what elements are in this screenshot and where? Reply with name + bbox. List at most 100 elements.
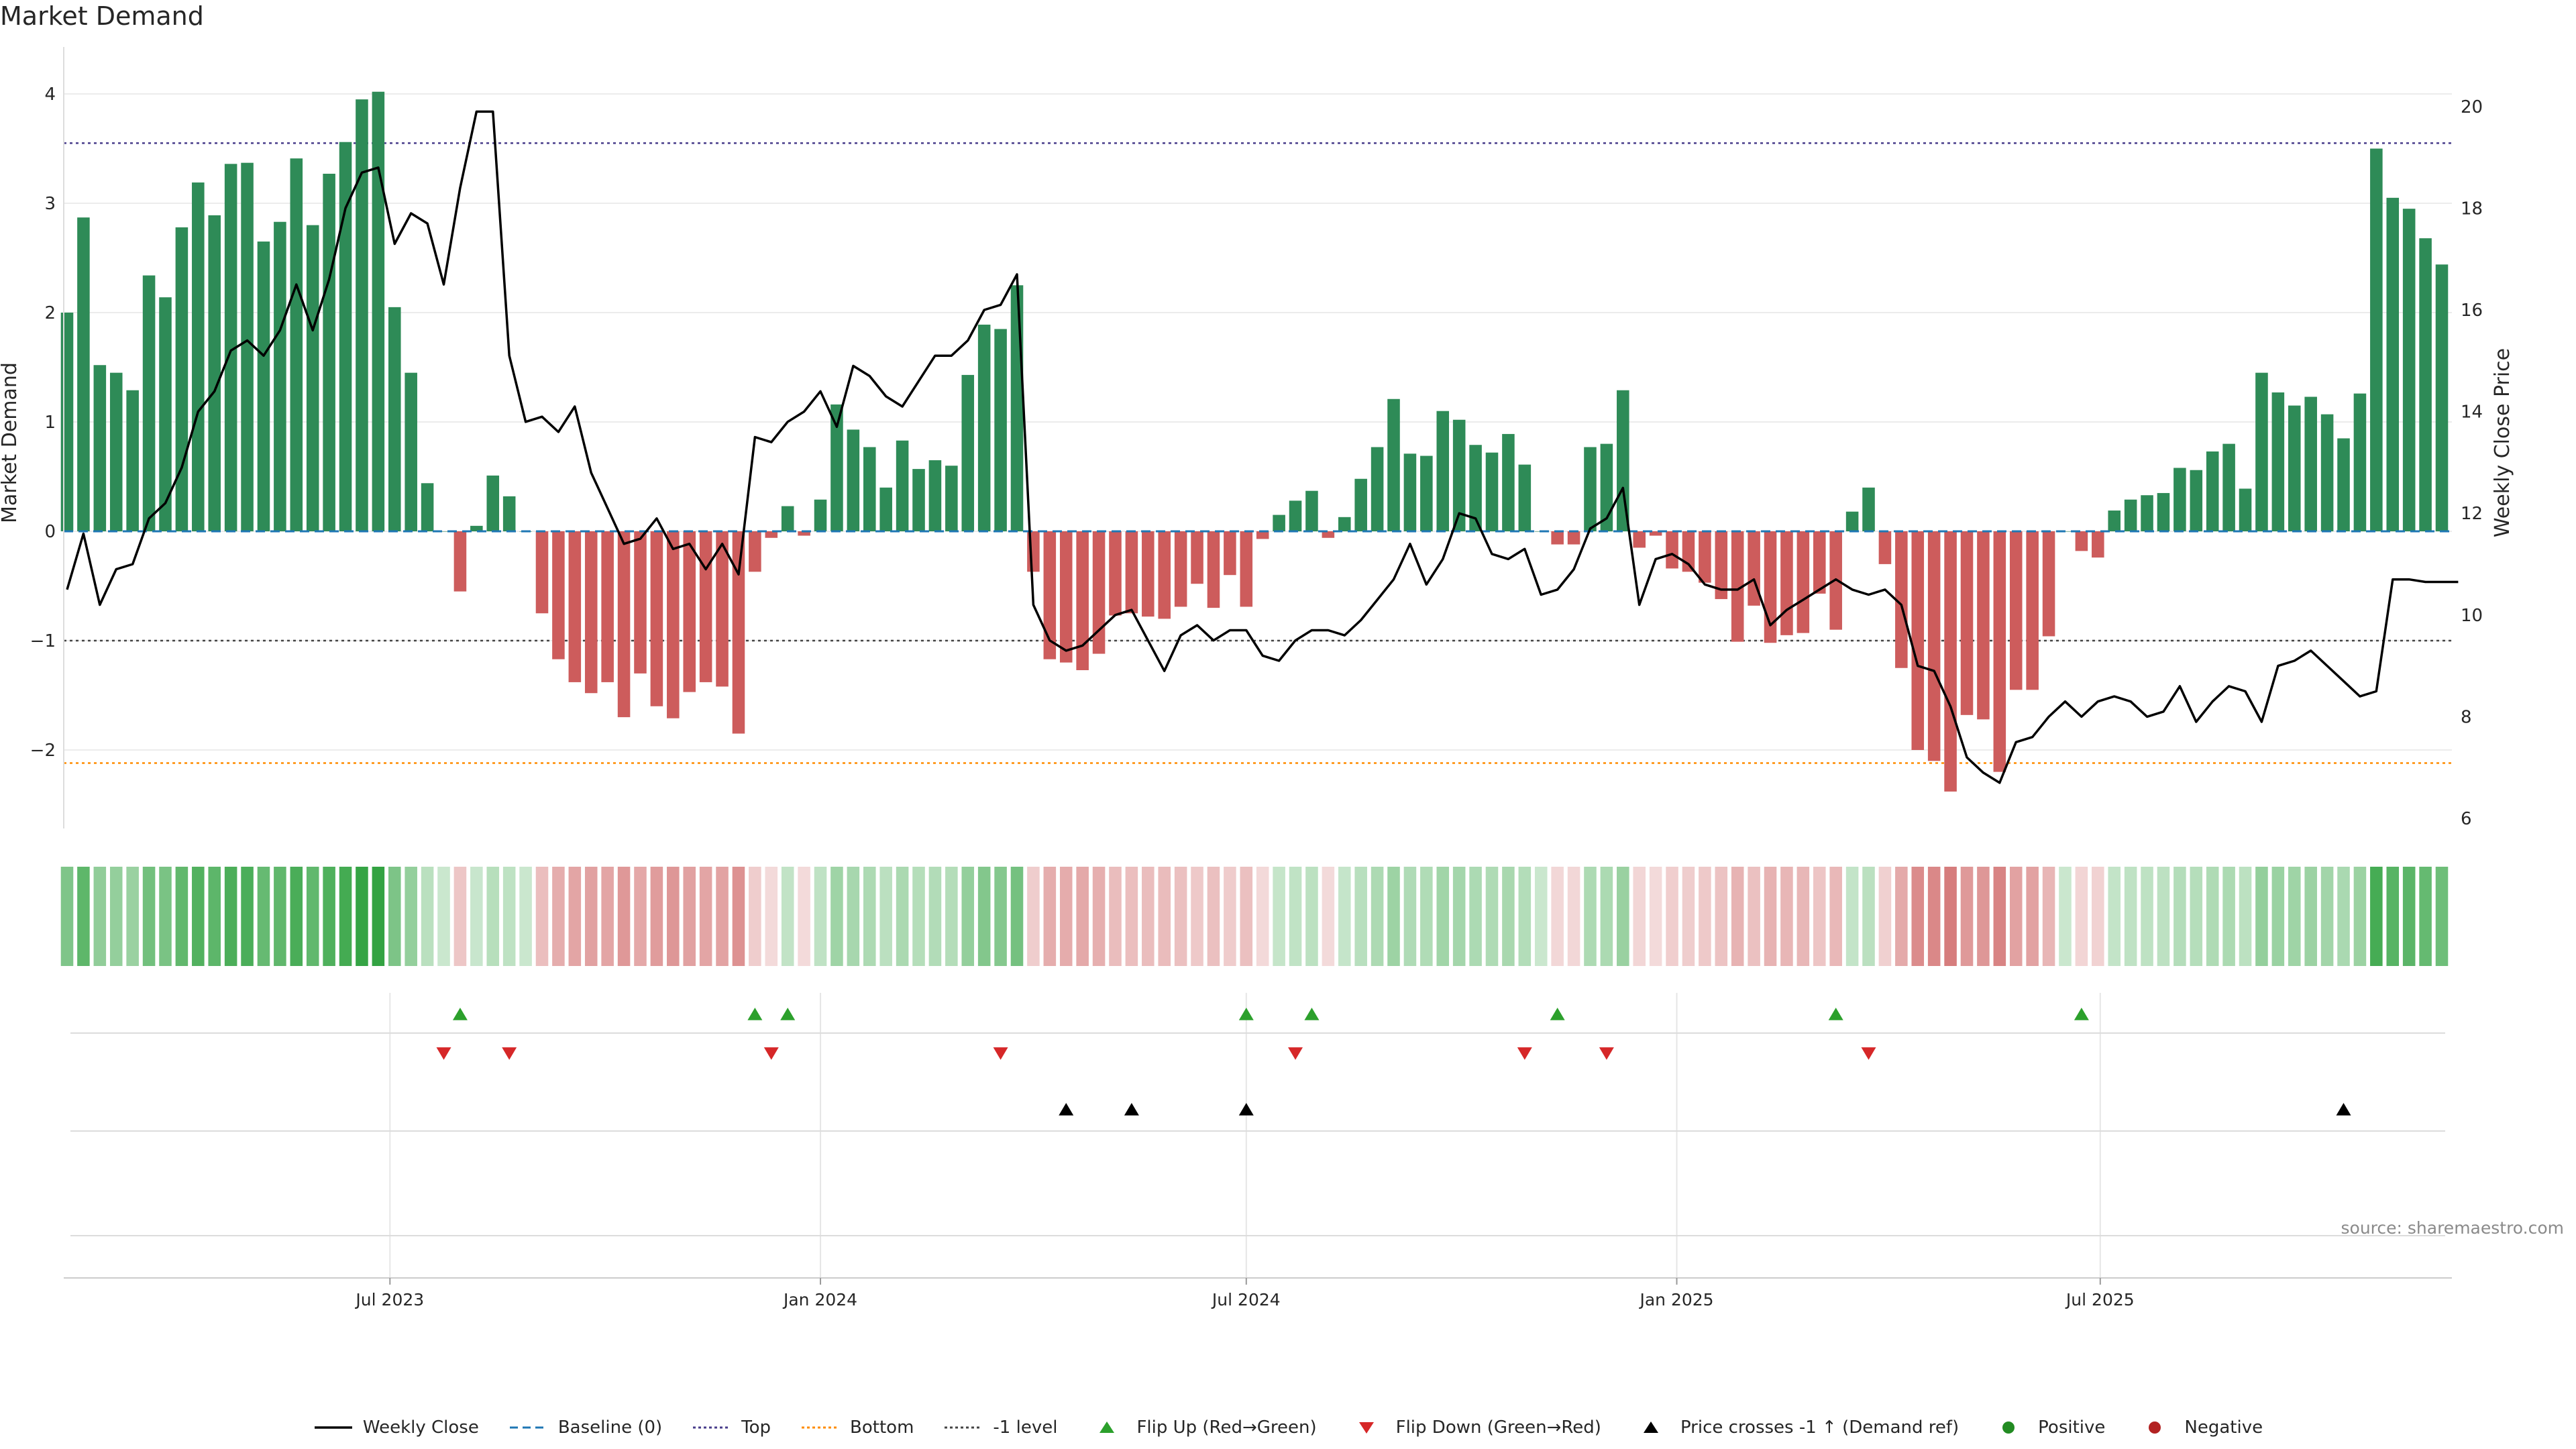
heat-cell bbox=[1207, 867, 1220, 966]
heat-cell bbox=[1322, 867, 1335, 966]
heat-cell bbox=[1338, 867, 1351, 966]
heat-cell bbox=[568, 867, 582, 966]
demand-bar bbox=[1780, 531, 1793, 635]
demand-bar bbox=[994, 329, 1007, 531]
demand-bar bbox=[1436, 411, 1450, 531]
heat-cell bbox=[1649, 867, 1662, 966]
y2-axis-label: Weekly Close Price bbox=[2491, 348, 2514, 537]
heat-cell bbox=[928, 867, 942, 966]
heat-cell bbox=[667, 867, 680, 966]
demand-bar bbox=[1895, 531, 1908, 668]
demand-bar bbox=[1273, 515, 1285, 531]
heat-cell bbox=[552, 867, 565, 966]
flip-down-marker bbox=[993, 1047, 1008, 1060]
demand-bar bbox=[1403, 453, 1417, 531]
heat-cell bbox=[1256, 867, 1269, 966]
demand-bar bbox=[683, 531, 696, 692]
demand-bar bbox=[2124, 499, 2137, 531]
heat-cell bbox=[2059, 867, 2072, 966]
legend-item: -1 level bbox=[943, 1417, 1057, 1438]
heat-cell bbox=[453, 867, 467, 966]
x-axis: Jul 2023 Jan 2024 Jul 2024 Jan 2025 Jul 2025 bbox=[64, 1277, 2452, 1309]
demand-bar bbox=[2239, 488, 2252, 531]
x-tick-label: Jul 2024 bbox=[1211, 1290, 1281, 1309]
demand-bar bbox=[2337, 438, 2350, 531]
reference-lines bbox=[64, 142, 2452, 764]
heat-cell bbox=[1059, 867, 1073, 966]
heat-cell bbox=[306, 867, 319, 966]
heat-cell bbox=[1993, 867, 2006, 966]
chart-title: Market Demand bbox=[0, 1, 204, 31]
right-axis: 6 8 10 12 14 16 18 20 bbox=[2461, 97, 2483, 829]
heat-cell bbox=[1666, 867, 1678, 966]
flip-up-marker bbox=[780, 1008, 796, 1020]
demand-bar bbox=[716, 531, 729, 687]
demand-bar bbox=[1502, 433, 1515, 531]
demand-bar bbox=[2222, 443, 2235, 531]
heat-cell bbox=[2190, 867, 2203, 966]
demand-bar bbox=[1305, 490, 1318, 531]
heat-cell bbox=[421, 867, 434, 966]
heat-cell bbox=[683, 867, 696, 966]
heat-cell bbox=[109, 867, 123, 966]
heat-cell bbox=[535, 867, 549, 966]
y-tick-label: 3 bbox=[44, 194, 56, 214]
legend-swatch bbox=[2135, 1421, 2175, 1434]
demand-bar bbox=[1584, 447, 1597, 531]
legend-label: Negative bbox=[2184, 1417, 2263, 1438]
demand-bar bbox=[1666, 531, 1678, 569]
legend-swatch bbox=[508, 1421, 549, 1434]
heat-cell bbox=[896, 867, 909, 966]
legend-label: Flip Down (Green→Red) bbox=[1395, 1417, 1601, 1438]
demand-bar bbox=[2141, 495, 2153, 531]
heat-cell bbox=[2320, 867, 2334, 966]
heat-cell bbox=[356, 867, 368, 966]
demand-bar bbox=[1420, 455, 1433, 531]
heat-cell bbox=[2288, 867, 2301, 966]
demand-bar bbox=[224, 164, 237, 531]
flip-down-marker bbox=[502, 1047, 517, 1060]
demand-bar bbox=[1485, 452, 1499, 531]
heat-cell bbox=[2239, 867, 2252, 966]
heat-cell bbox=[323, 867, 335, 966]
heat-cell bbox=[1895, 867, 1908, 966]
heat-cell bbox=[437, 867, 450, 966]
heat-cell bbox=[847, 867, 860, 966]
demand-bar bbox=[617, 531, 631, 718]
heat-cell bbox=[1878, 867, 1892, 966]
heat-cell bbox=[2402, 867, 2416, 966]
heat-cell bbox=[1142, 867, 1155, 966]
flip-up-marker bbox=[1304, 1008, 1320, 1020]
y2-tick-label: 14 bbox=[2461, 402, 2483, 423]
demand-bar bbox=[699, 531, 712, 682]
demand-bar bbox=[1518, 464, 1532, 531]
heat-cell bbox=[2042, 867, 2055, 966]
legend-swatch bbox=[1631, 1421, 1671, 1434]
heat-cell bbox=[1305, 867, 1318, 966]
heat-cell bbox=[2092, 867, 2104, 966]
heat-cell bbox=[1224, 867, 1236, 966]
heat-cell bbox=[470, 867, 483, 966]
flip-up-marker bbox=[1238, 1008, 1254, 1020]
demand-bar bbox=[928, 460, 942, 531]
demand-bar bbox=[1567, 531, 1580, 545]
heat-cell bbox=[1584, 867, 1597, 966]
y2-tick-label: 12 bbox=[2461, 504, 2483, 524]
demand-bar bbox=[241, 162, 254, 531]
heat-cell bbox=[142, 867, 156, 966]
demand-bar bbox=[109, 372, 123, 531]
demand-bar bbox=[977, 324, 991, 531]
heat-cell bbox=[601, 867, 614, 966]
heat-cell bbox=[1600, 867, 1613, 966]
heat-cell bbox=[1485, 867, 1499, 966]
demand-bar bbox=[2386, 197, 2400, 531]
heat-cell bbox=[2435, 867, 2449, 966]
demand-bar bbox=[1289, 500, 1302, 531]
demand-bar bbox=[208, 215, 221, 531]
heat-cell bbox=[1748, 867, 1760, 966]
heat-cell bbox=[1534, 867, 1548, 966]
demand-bar bbox=[257, 241, 270, 531]
y2-tick-label: 6 bbox=[2461, 809, 2472, 829]
demand-bar bbox=[2255, 372, 2268, 531]
legend: Weekly Close Baseline (0) Top Bottom -1 leve… bbox=[0, 1417, 2576, 1438]
